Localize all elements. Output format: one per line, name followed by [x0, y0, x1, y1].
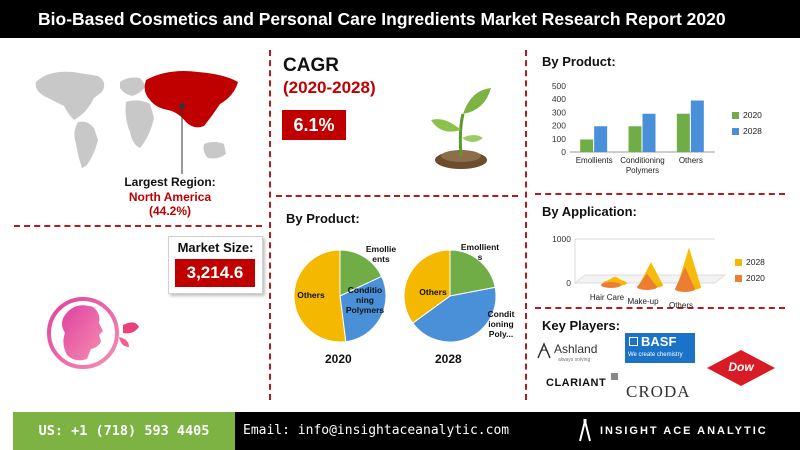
bar-2028-2: [690, 100, 704, 152]
cagr-title: CAGR: [283, 55, 339, 76]
bar-2028-0: [594, 126, 608, 152]
market-size-label: Market Size:: [177, 240, 254, 255]
pie-slice-emollients: [339, 249, 383, 297]
cone-base-2020-2: [675, 286, 695, 292]
ashland-mark-icon: [537, 342, 551, 359]
market-size-value: 3,214.6: [175, 259, 255, 287]
pie-chart-2028: [403, 249, 497, 343]
cagr-value: 6.1%: [282, 110, 346, 140]
divider-right: [525, 50, 527, 400]
bar-legend-swatch: [732, 112, 739, 119]
bar-legend-label: 2020: [743, 110, 762, 120]
pie-2020-label-emollients: Emollie ents: [365, 244, 397, 264]
dow-diamond-icon: [707, 350, 775, 386]
bar-2028-1: [642, 113, 656, 152]
basf-square-icon: [629, 337, 638, 346]
footer-brand-panel: [565, 412, 800, 450]
bar-y-tick: 500: [552, 81, 566, 91]
divider-region: [14, 225, 262, 227]
key-players-title: Key Players:: [542, 318, 621, 333]
divider-left: [269, 50, 271, 400]
croda-name: CRODA: [626, 382, 691, 401]
pie-2020-label-others: Others: [297, 290, 325, 300]
basf-logo: BASF We create chemistry: [625, 333, 695, 363]
pie-slice-conditioning-polymers: [412, 286, 497, 343]
cone-category-label: Others: [669, 301, 693, 310]
cone-category-label: Make-up: [627, 297, 659, 306]
basf-tagline: We create chemistry: [628, 352, 683, 358]
pie-2020-label-conditioning: Conditio ning Polymers: [345, 285, 385, 315]
divider-bar: [535, 193, 785, 195]
insight-ace-logo-icon: [579, 419, 591, 442]
bar-y-tick: 200: [552, 121, 566, 131]
pie-slice-emollients: [449, 249, 496, 297]
pie-slice-others: [293, 249, 347, 343]
pie-slice-others: [403, 249, 451, 324]
clariant-mark-icon: [611, 373, 618, 380]
bar-category-label: Emollients: [576, 156, 613, 165]
cone-chart-by-application: 0 1000 Hair Care Make-up Others 2028 2020: [552, 234, 765, 310]
footer-email-panel: [235, 412, 565, 450]
pie-2028-label-conditioning: Condit ioning Poly...: [487, 309, 515, 339]
application-section-title: By Application:: [542, 204, 637, 219]
cone-legend-swatch: [735, 275, 742, 282]
header-bar: [0, 0, 800, 38]
bar-category-label: Polymers: [626, 166, 659, 175]
footer-phone[interactable]: US: +1 (718) 593 4405: [38, 423, 210, 439]
cone-base-2020-1: [637, 284, 657, 290]
bar-y-tick: 300: [552, 107, 566, 117]
pie-2028-label-emollients: Emollient s: [460, 242, 500, 262]
largest-region-name: North America: [128, 190, 212, 204]
plant-sprout-icon: [431, 88, 491, 169]
cagr-period: (2020-2028): [283, 78, 376, 97]
clariant-name: CLARIANT: [546, 377, 607, 389]
dow-name: Dow: [728, 360, 754, 374]
bar-y-tick: 400: [552, 94, 566, 104]
footer-phone-panel: [13, 412, 235, 450]
cone-legend-label: 2020: [746, 273, 765, 283]
footer-email[interactable]: Email: info@insightaceanalytic.com: [243, 423, 510, 438]
largest-region-label: Largest Region:: [124, 175, 216, 189]
bar-2020-0: [580, 139, 594, 152]
cone-legend-swatch: [735, 259, 742, 266]
cone-2020-2: [675, 267, 695, 289]
cone-legend-label: 2028: [746, 257, 765, 267]
bar-section-title: By Product:: [542, 54, 616, 69]
pie-2028-year: 2028: [435, 352, 462, 366]
largest-region-share: (44.2%): [148, 204, 192, 218]
bar-category-label: Conditioning: [620, 156, 664, 165]
pie-2028-label-others: Others: [419, 287, 447, 297]
cone-2020-1: [637, 273, 657, 287]
divider-cagr: [276, 195, 518, 197]
ashland-tagline: always solving: [558, 357, 591, 363]
ashland-name: Ashland: [554, 342, 598, 356]
cone-y-tick: 0: [566, 278, 571, 288]
basf-name: BASF: [641, 334, 677, 349]
bar-2020-2: [676, 113, 690, 152]
pie-slice-conditioning-polymers: [339, 275, 387, 343]
cone-category-label: Hair Care: [590, 293, 625, 302]
beauty-face-icon: [47, 297, 139, 369]
bar-legend-swatch: [732, 128, 739, 135]
pie-chart-2020: [293, 249, 387, 343]
bar-y-tick: 100: [552, 134, 566, 144]
cone-base-2020-0: [601, 282, 621, 288]
bar-category-label: Others: [679, 156, 703, 165]
pie-section-title: By Product:: [286, 211, 360, 226]
cone-y-tick: 1000: [552, 234, 571, 244]
divider-application: [535, 307, 785, 309]
page-title: Bio-Based Cosmetics and Personal Care In…: [38, 9, 726, 29]
ashland-logo: Ashland always solving: [536, 338, 616, 368]
bar-chart-by-product: 0 100 200 300 400 500 Emollients ConditioningPo…: [552, 81, 762, 175]
bar-legend-label: 2028: [743, 126, 762, 136]
bar-2020-1: [628, 126, 642, 152]
world-map-icon: [35, 71, 238, 174]
bar-y-tick: 0: [561, 147, 566, 157]
footer-brand-name: INSIGHT ACE ANALYTIC: [600, 425, 768, 437]
pie-2020-year: 2020: [325, 352, 352, 366]
